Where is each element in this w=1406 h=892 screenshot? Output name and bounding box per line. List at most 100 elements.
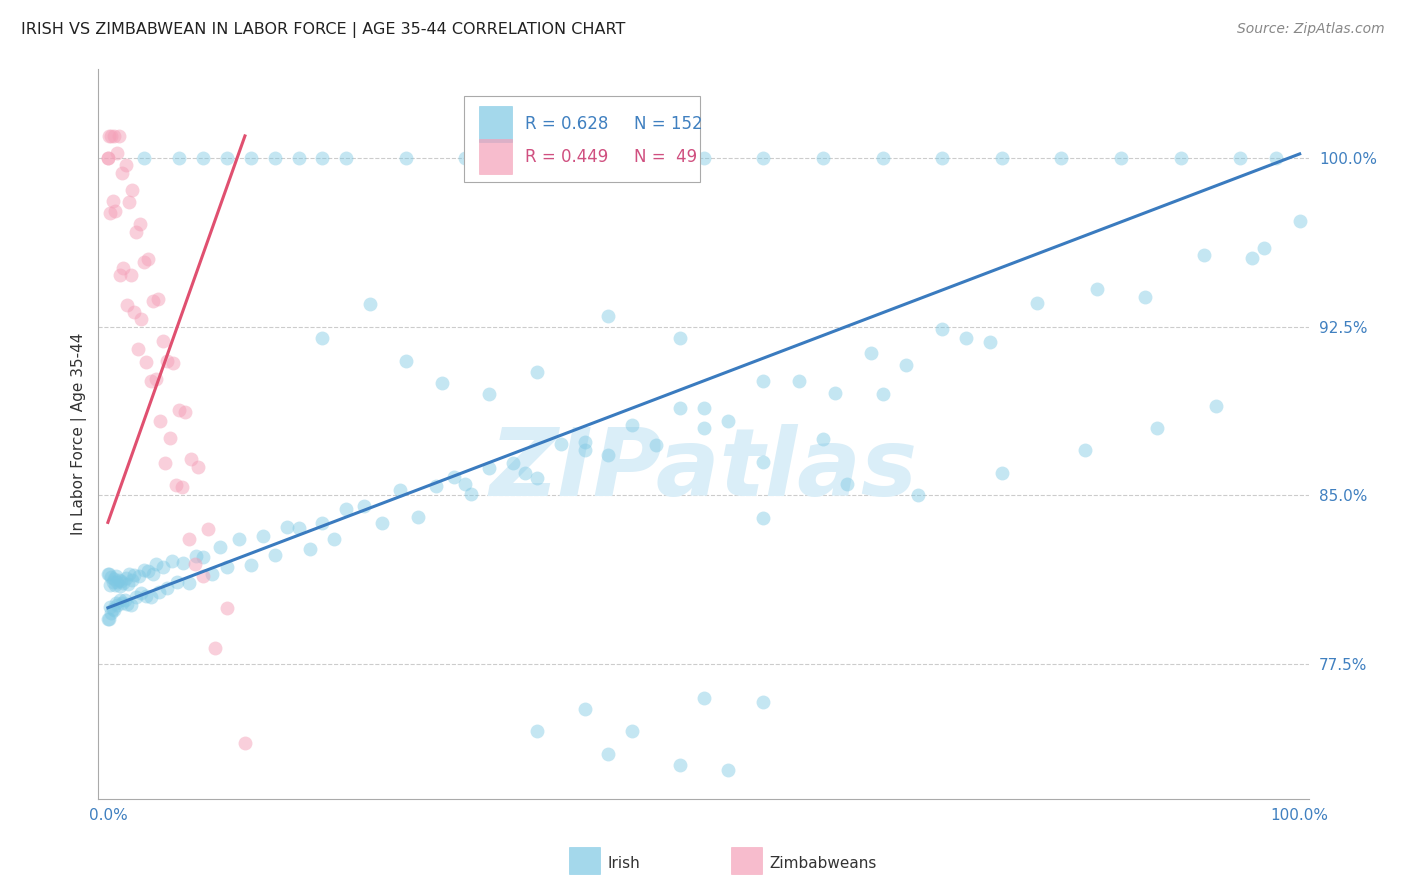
FancyBboxPatch shape (464, 95, 700, 182)
Point (239, 558, 262, 572)
Point (872, 387, 894, 401)
Point (153, 456, 176, 470)
Point (156, 581, 179, 595)
Point (979, 334, 1001, 349)
Point (170, 480, 193, 494)
Text: N =  49: N = 49 (634, 148, 697, 166)
Point (276, 520, 298, 534)
Point (299, 541, 322, 556)
Point (574, 702, 596, 716)
Point (165, 478, 187, 492)
Point (97, 567, 120, 582)
Point (166, 575, 188, 590)
Point (574, 434, 596, 449)
Point (353, 499, 375, 513)
Point (114, 593, 136, 607)
Point (107, 598, 129, 612)
Point (1026, 295, 1049, 310)
Point (454, 152, 477, 166)
Point (98, 128, 121, 143)
Point (101, 601, 124, 615)
Point (177, 576, 200, 591)
Point (896, 358, 918, 372)
Point (395, 152, 418, 166)
Point (990, 152, 1012, 166)
Point (138, 564, 160, 578)
Point (146, 292, 169, 306)
Point (395, 353, 418, 368)
Point (107, 573, 129, 587)
Point (122, 305, 145, 319)
Point (101, 574, 124, 589)
Point (104, 578, 127, 592)
Point (135, 589, 157, 603)
Point (287, 521, 309, 535)
Point (180, 452, 202, 467)
Point (693, 152, 716, 166)
Point (669, 758, 692, 772)
Point (152, 559, 174, 574)
Point (717, 414, 740, 428)
Point (97, 612, 120, 626)
Point (787, 374, 810, 388)
Point (1194, 247, 1216, 261)
Point (335, 502, 357, 516)
Point (118, 195, 141, 210)
Point (872, 152, 894, 166)
Text: ZIPatlas: ZIPatlas (489, 425, 918, 516)
Point (107, 128, 129, 143)
Point (693, 421, 716, 435)
Point (859, 346, 882, 360)
Point (132, 254, 155, 268)
Point (513, 152, 536, 166)
Point (103, 603, 125, 617)
Point (1288, 214, 1310, 228)
Point (152, 334, 174, 348)
Point (103, 128, 125, 143)
Point (311, 516, 333, 530)
Point (287, 152, 309, 166)
Point (311, 152, 333, 166)
Point (108, 268, 131, 283)
Point (990, 466, 1012, 480)
Point (177, 533, 200, 547)
Point (955, 331, 977, 345)
Text: Irish: Irish (607, 856, 640, 871)
Text: Source: ZipAtlas.com: Source: ZipAtlas.com (1237, 22, 1385, 37)
Point (513, 466, 536, 480)
Point (598, 309, 620, 323)
Point (100, 128, 122, 143)
Point (478, 387, 501, 401)
Point (118, 567, 141, 582)
Point (323, 533, 346, 547)
Bar (478, 106, 512, 142)
Point (125, 225, 148, 239)
Point (108, 579, 131, 593)
Point (129, 312, 152, 326)
Point (574, 443, 596, 458)
Point (120, 268, 142, 282)
Point (824, 386, 846, 401)
Point (645, 437, 668, 451)
Point (1240, 251, 1263, 265)
Point (101, 194, 124, 208)
Point (443, 469, 465, 483)
Point (156, 353, 179, 368)
Text: Zimbabweans: Zimbabweans (769, 856, 876, 871)
Point (132, 152, 155, 166)
Point (98, 566, 121, 581)
Point (142, 566, 165, 581)
Point (174, 405, 197, 419)
Point (752, 374, 775, 388)
Point (215, 560, 238, 574)
Point (127, 343, 149, 357)
Point (550, 437, 572, 451)
Point (98, 577, 121, 591)
Point (128, 569, 150, 583)
Point (478, 461, 501, 475)
Point (110, 574, 132, 589)
Point (100, 570, 122, 584)
Point (460, 486, 482, 500)
Point (1109, 152, 1132, 166)
Point (193, 549, 215, 564)
